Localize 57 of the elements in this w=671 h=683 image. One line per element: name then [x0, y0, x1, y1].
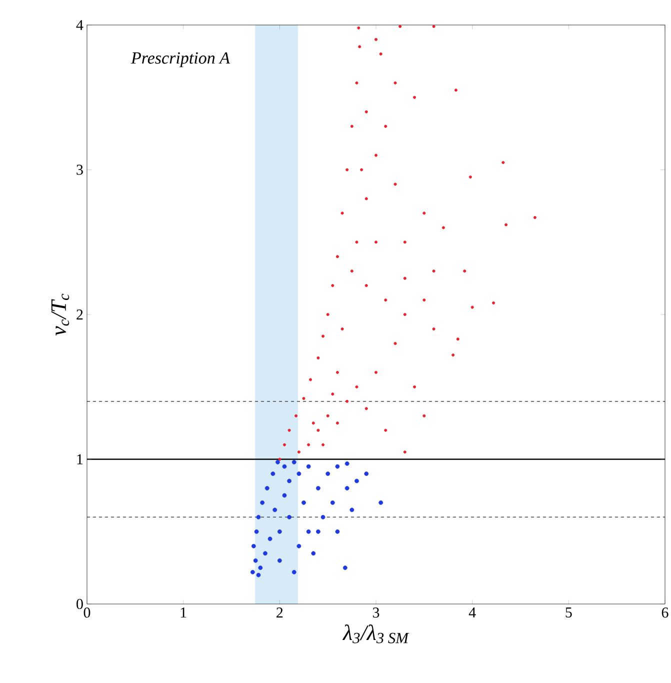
point [260, 500, 265, 505]
y-axis-title: v$_{c}$/T$_{c}$ [51, 294, 70, 336]
point [306, 464, 311, 469]
point [378, 500, 384, 505]
x-tick-label: 1 [180, 608, 186, 618]
point [272, 508, 278, 512]
point [250, 570, 255, 574]
y-tick-label: 2 [76, 310, 83, 320]
y-tick-label: 3 [76, 164, 83, 175]
point [306, 529, 311, 534]
point [326, 472, 330, 476]
point [282, 493, 287, 498]
point [344, 461, 350, 466]
point [270, 472, 276, 476]
point [296, 544, 302, 548]
point [251, 544, 256, 548]
point [344, 486, 350, 490]
y-tick-label: 0 [76, 598, 83, 610]
annotation: Prescription A [130, 52, 230, 68]
point [254, 529, 259, 534]
point [253, 558, 258, 563]
point [292, 460, 296, 464]
x-tick-label: 4 [468, 608, 476, 618]
point [256, 572, 261, 578]
x-tick-label: 6 [662, 608, 668, 618]
point [316, 529, 320, 534]
point [354, 478, 359, 484]
point [350, 508, 354, 512]
y-tick-label: 4 [76, 20, 84, 30]
point [277, 558, 282, 563]
point [263, 551, 268, 556]
point [282, 464, 287, 469]
point [311, 551, 316, 556]
x-tick-label: 5 [566, 608, 572, 618]
x-tick-label: 2 [276, 608, 283, 618]
point [292, 570, 296, 574]
point [276, 460, 280, 464]
point [258, 566, 263, 570]
point [287, 478, 292, 484]
point [268, 536, 272, 542]
x-tick-label: 0 [84, 608, 90, 618]
point [256, 514, 261, 520]
point [320, 514, 326, 520]
x-axis-title: λ$_{3}$/λ$_{3 SM}$ [342, 624, 410, 644]
point [302, 500, 306, 505]
point [264, 486, 270, 490]
point [330, 500, 335, 505]
point [364, 472, 369, 476]
point [335, 464, 340, 469]
point [335, 529, 340, 534]
x-tick-label: 3 [372, 608, 380, 618]
point [316, 486, 320, 490]
y-tick-label: 1 [77, 454, 83, 464]
point [277, 529, 282, 534]
point [287, 514, 292, 520]
point [342, 566, 348, 570]
point [296, 472, 302, 476]
